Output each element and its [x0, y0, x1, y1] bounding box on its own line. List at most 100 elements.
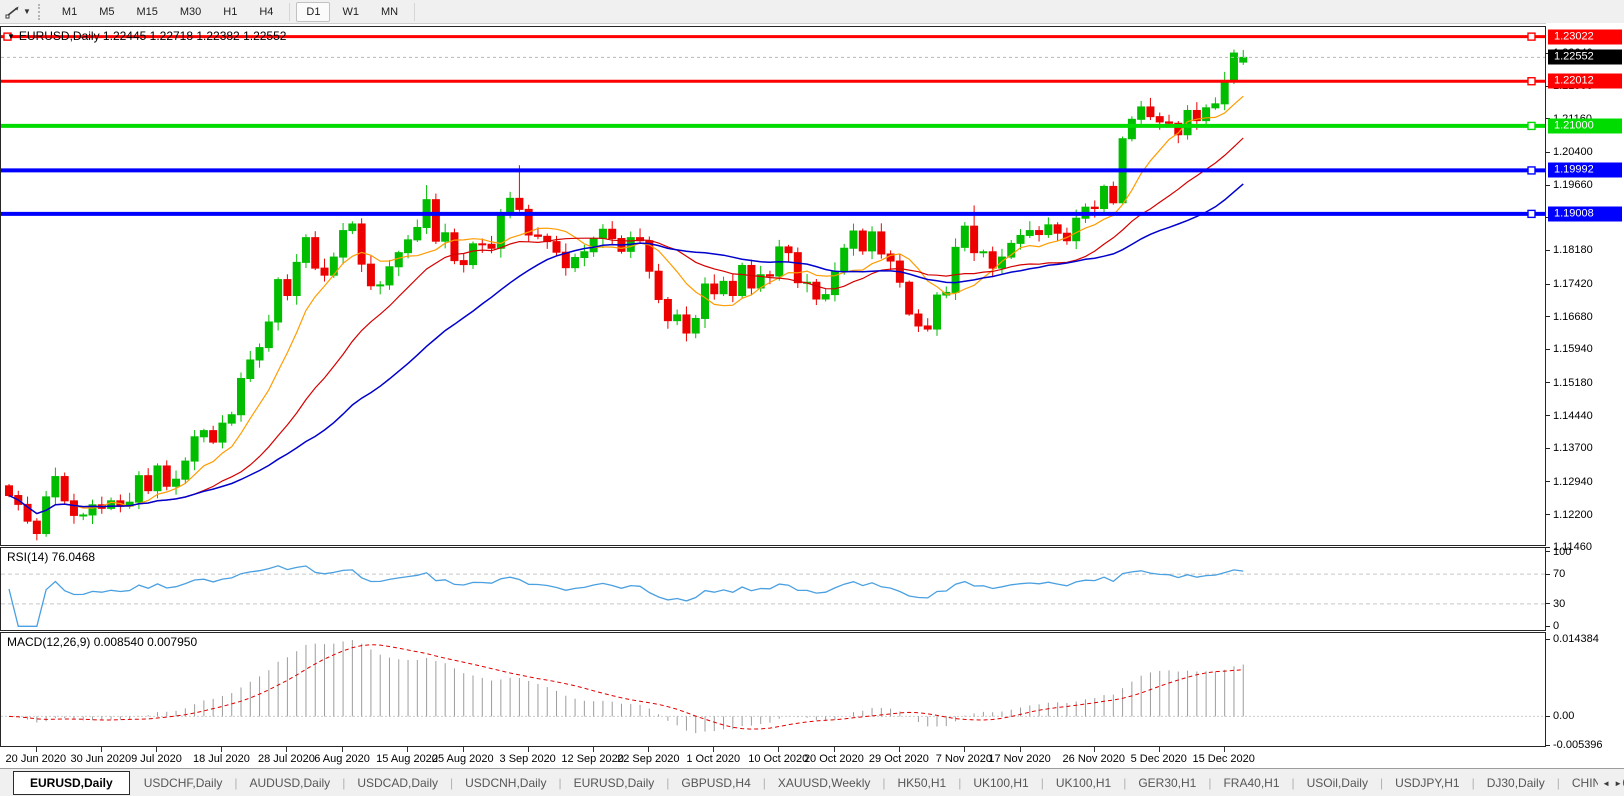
axis-tick-mark — [1546, 316, 1550, 318]
macd-histogram — [17, 640, 1244, 734]
macd-plot[interactable] — [1, 633, 1545, 746]
chart-tabs-bar: EURUSD,Daily USDCHF,Daily | AUDUSD,Daily | US… — [0, 768, 1624, 796]
tab-scroll-right-button[interactable]: ► — [1614, 778, 1622, 788]
chart-tab-GBPUSD-H4[interactable]: GBPUSD,H4 — [681, 776, 751, 790]
axis-tick-mark — [1546, 184, 1550, 186]
tab-divider: | — [1471, 776, 1475, 790]
chart-tab-EURUSD-Daily[interactable]: EURUSD,Daily — [13, 771, 130, 795]
rsi-tick-label: 100 — [1553, 545, 1572, 558]
timeframe-buttons-group: M1 M5 M15 M30 H1 H4 D1 W1 MN — [51, 1, 420, 22]
line-anchor-handle[interactable] — [1527, 77, 1536, 86]
macd-tick-label: 0.014384 — [1553, 633, 1599, 645]
tab-divider: | — [762, 776, 766, 790]
rsi-plot[interactable] — [1, 548, 1545, 630]
timeframe-button-D1[interactable]: D1 — [296, 1, 331, 22]
date-label: 25 Aug 2020 — [431, 753, 494, 765]
chart-tab-USDCNH-Daily[interactable]: USDCNH,Daily — [465, 776, 547, 790]
date-label: 29 Oct 2020 — [868, 753, 929, 765]
date-tick-mark — [898, 747, 900, 752]
price-chart-panel: ▼ EURUSD,Daily 1.22445 1.22718 1.22382 1.… — [0, 26, 1546, 546]
date-label: 7 Nov 2020 — [935, 753, 992, 765]
chart-tab-UK100-H1[interactable]: UK100,H1 — [1055, 776, 1112, 790]
chart-tab-FRA40-H1[interactable]: FRA40,H1 — [1223, 776, 1280, 790]
tab-divider: | — [558, 776, 562, 790]
tab-divider: | — [342, 776, 346, 790]
axis-tick-mark — [1546, 415, 1550, 417]
toolbar-grip-handle[interactable] — [37, 3, 44, 20]
candlestick-plot[interactable] — [1, 27, 1545, 545]
axis-tick-mark — [1546, 715, 1550, 717]
timeframe-button-M30[interactable]: M30 — [179, 5, 202, 18]
rsi-line — [8, 565, 1244, 627]
price-line-label: 1.21000 — [1548, 118, 1622, 134]
tab-scroll-left-button[interactable]: ◄ — [1602, 778, 1611, 788]
axis-tick-mark — [1546, 551, 1550, 553]
chart-tab-GER30-H1[interactable]: GER30,H1 — [1138, 776, 1197, 790]
axis-tick-mark — [1546, 481, 1550, 483]
chart-tab-USDCHF-Daily[interactable]: USDCHF,Daily — [143, 776, 223, 790]
date-label: 9 Jul 2020 — [131, 753, 182, 765]
chart-tab-EURUSD-Daily[interactable]: EURUSD,Daily — [573, 776, 655, 790]
date-label: 10 Oct 2020 — [748, 753, 809, 765]
date-label: 28 Jul 2020 — [257, 753, 315, 765]
timeframe-button-W1[interactable]: W1 — [342, 5, 359, 18]
timeframe-button-M1[interactable]: M1 — [61, 5, 78, 18]
chart-tab-AUDUSD-Daily[interactable]: AUDUSD,Daily — [249, 776, 331, 790]
line-anchor-handle[interactable] — [1527, 32, 1536, 41]
timeframe-button-M5[interactable]: M5 — [99, 5, 115, 18]
chart-tab-USDCAD-Daily[interactable]: USDCAD,Daily — [357, 776, 438, 790]
chart-tab-USDJPY-H1[interactable]: USDJPY,H1 — [1395, 776, 1460, 790]
timeframe-button-MN[interactable]: MN — [380, 5, 399, 18]
price-axis: 1.226401.219001.211601.204001.196601.189… — [1546, 23, 1624, 768]
line-anchor-handle[interactable] — [1527, 209, 1536, 219]
timeframe-button-H4[interactable]: H4 — [259, 5, 274, 18]
axis-tick-mark — [1546, 348, 1550, 350]
chart-tab-HK50-H1[interactable]: HK50,H1 — [897, 776, 947, 790]
axis-tick-mark — [1546, 249, 1550, 251]
rsi-tick-label: 70 — [1553, 568, 1566, 581]
chart-tab-XAUUSD-Weekly[interactable]: XAUUSD,Weekly — [777, 776, 871, 790]
tab-divider: | — [666, 776, 670, 790]
rsi-label: RSI(14) 76.0468 — [7, 550, 96, 564]
date-label: 26 Nov 2020 — [1062, 753, 1125, 765]
date-label: 22 Sep 2020 — [617, 753, 680, 765]
rsi-indicator-panel: RSI(14) 76.0468 — [0, 547, 1546, 631]
date-label: 12 Sep 2020 — [561, 753, 624, 765]
date-label: 1 Oct 2020 — [686, 753, 741, 765]
tool-dropdown-caret[interactable]: ▼ — [23, 7, 31, 16]
price-tick-label: 1.16680 — [1553, 310, 1593, 323]
macd-indicator-panel: MACD(12,26,9) 0.008540 0.007950 — [0, 632, 1546, 747]
price-tick-label: 1.15180 — [1553, 376, 1593, 389]
tab-divider: | — [234, 776, 238, 790]
date-label: 18 Jul 2020 — [192, 753, 250, 765]
date-tick-mark — [156, 747, 158, 752]
date-tick-mark — [221, 747, 223, 752]
line-anchor-handle[interactable] — [1527, 166, 1536, 175]
axis-tick-mark — [1546, 514, 1550, 516]
price-line-label: 1.23022 — [1548, 29, 1622, 45]
date-tick-mark — [342, 747, 344, 752]
price-tick-label: 1.12940 — [1553, 475, 1593, 488]
chart-tab-USOil-Daily[interactable]: USOil,Daily — [1306, 776, 1368, 790]
timeframe-button-M15[interactable]: M15 — [136, 5, 158, 18]
date-tick-mark — [1093, 747, 1095, 752]
date-tick-mark — [1223, 747, 1225, 752]
chart-tab-UK100-H1[interactable]: UK100,H1 — [973, 776, 1029, 790]
timeframe-button-H1[interactable]: H1 — [223, 5, 238, 18]
tab-divider: | — [450, 776, 454, 790]
trendline-tool-icon[interactable] — [3, 3, 23, 21]
date-label: 5 Dec 2020 — [1130, 753, 1187, 765]
line-anchor-handle[interactable] — [3, 32, 12, 41]
date-label: 20 Oct 2020 — [803, 753, 864, 765]
line-anchor-handle[interactable] — [1527, 121, 1536, 131]
moving-average-line-34 — [8, 183, 1244, 515]
price-tick-label: 1.12200 — [1553, 508, 1593, 521]
date-tick-mark — [778, 747, 780, 752]
date-label: 3 Sep 2020 — [499, 753, 556, 765]
symbol-dropdown-caret[interactable]: ▼ — [7, 32, 15, 41]
tab-divider: | — [1123, 776, 1127, 790]
date-tick-mark — [592, 747, 594, 752]
price-tick-label: 1.14440 — [1553, 409, 1593, 422]
chart-tab-DJ30-Daily[interactable]: DJ30,Daily — [1486, 776, 1545, 790]
